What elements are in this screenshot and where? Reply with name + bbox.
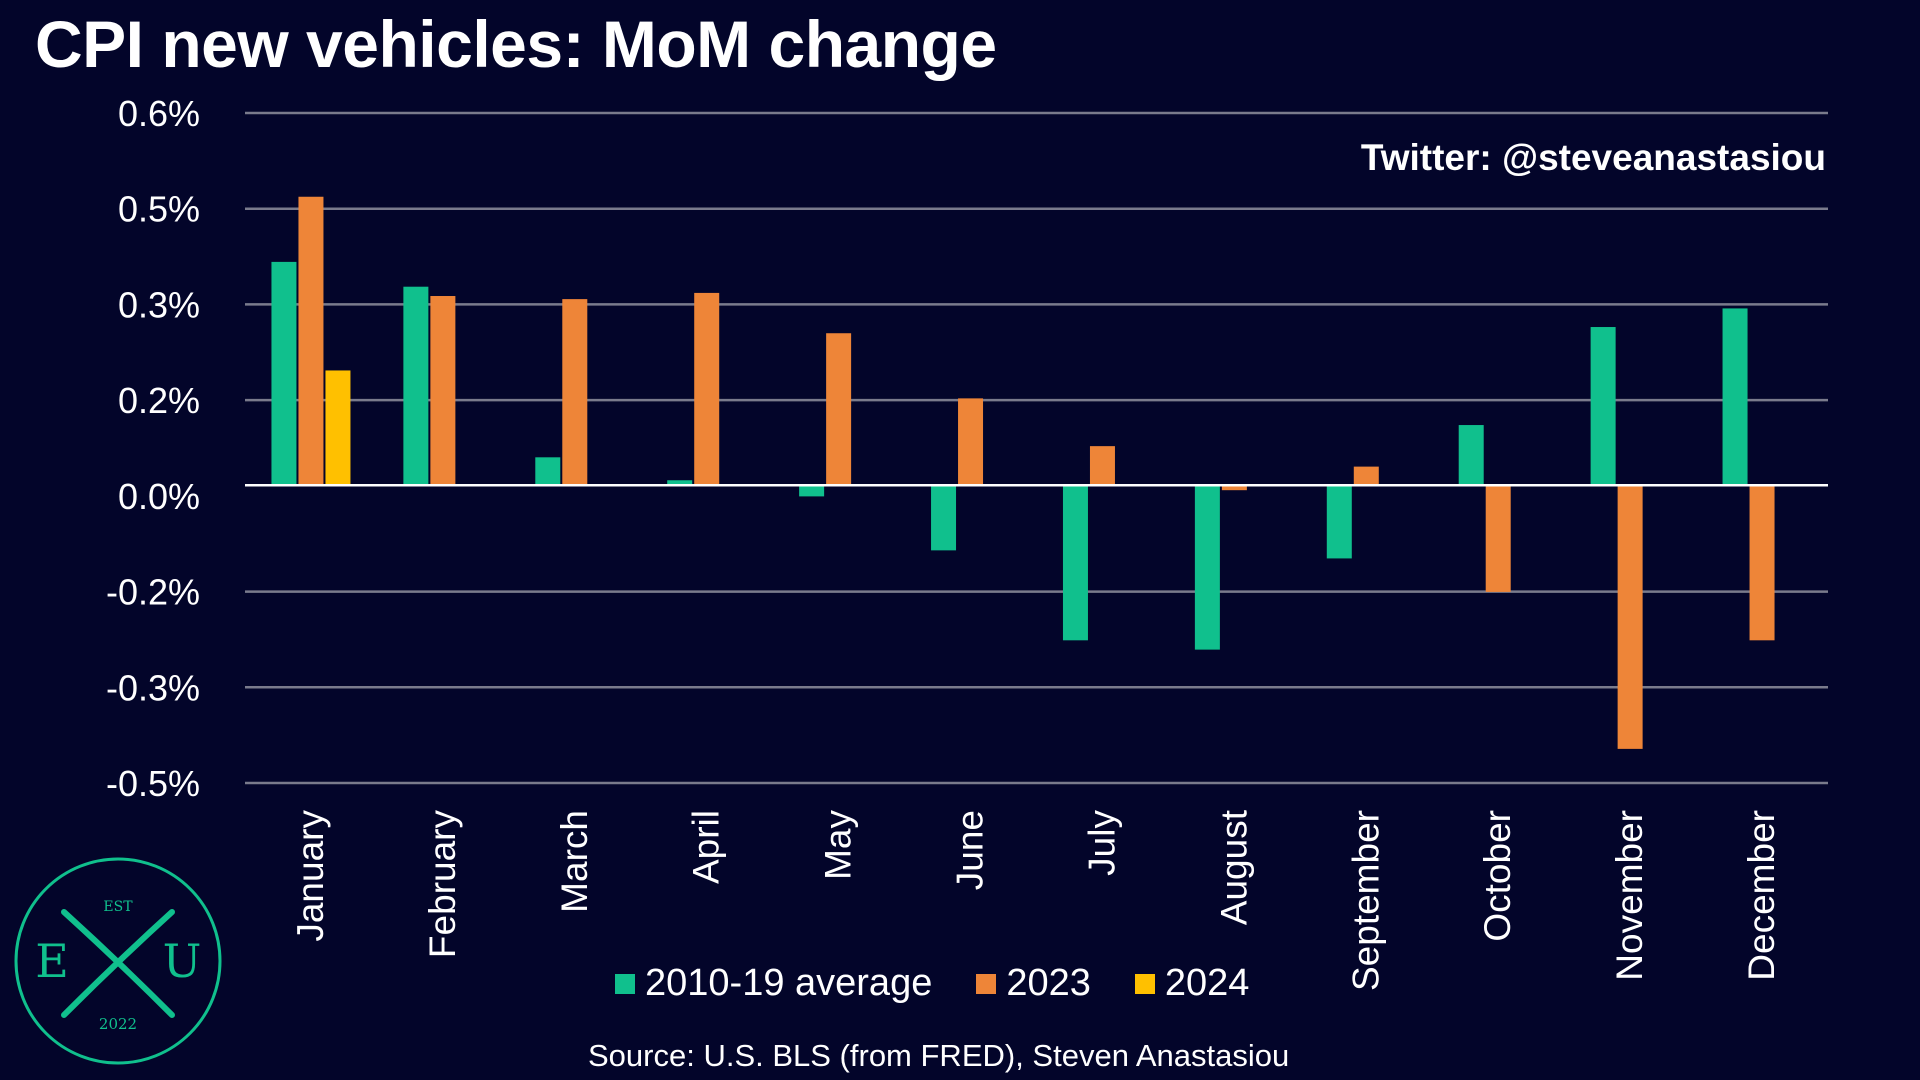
legend-item-2010-19: 2010-19 average	[615, 962, 932, 1005]
y-tick-label: 0.3%	[118, 284, 200, 325]
bar-may-2023	[826, 333, 852, 486]
bar-september-2010-19-average	[1326, 485, 1352, 559]
x-tick-label-december: December	[1741, 810, 1782, 981]
bar-may-2010-19-average	[799, 485, 825, 497]
bar-june-2010-19-average	[931, 485, 957, 551]
chart-legend: 2010-19 average 2023 2024	[615, 962, 1249, 1005]
bar-october-2010-19-average	[1458, 425, 1484, 486]
bar-april-2023	[694, 292, 720, 486]
legend-item-2023: 2023	[976, 962, 1091, 1005]
bar-july-2023	[1089, 446, 1115, 486]
bar-november-2023	[1617, 485, 1643, 749]
x-axis-tick-labels: January February March April May June July Augu…	[290, 809, 1782, 991]
logo-e-letter: E	[35, 934, 69, 988]
x-tick-label-october: October	[1477, 810, 1518, 942]
bar-june-2023	[958, 398, 984, 486]
logo-est-text: EST	[103, 899, 133, 915]
bar-february-2023	[430, 296, 456, 486]
bar-march-2023	[562, 299, 588, 486]
x-tick-label-january: January	[290, 810, 331, 942]
y-tick-label: 0.6%	[118, 93, 200, 134]
twitter-watermark: Twitter: @steveanastasiou	[1361, 137, 1826, 178]
logo-u-letter: U	[163, 934, 202, 988]
bar-december-2010-19-average	[1722, 308, 1748, 486]
legend-label-2023: 2023	[1006, 962, 1091, 1004]
y-tick-label: 0.5%	[118, 189, 200, 230]
x-tick-label-november: November	[1609, 810, 1650, 981]
y-tick-label: 0.2%	[118, 380, 200, 421]
grid-lines	[245, 111, 1828, 785]
legend-swatch-2024	[1134, 973, 1155, 994]
legend-label-2024: 2024	[1164, 962, 1250, 1004]
x-tick-label-april: April	[686, 810, 727, 884]
bar-october-2023	[1485, 485, 1511, 592]
bar-january-2010-19-average	[271, 261, 297, 486]
bar-february-2010-19-average	[403, 286, 429, 486]
y-tick-label: -0.2%	[106, 572, 200, 613]
y-tick-label: -0.5%	[106, 763, 200, 804]
bar-january-2023	[298, 196, 324, 486]
bar-august-2010-19-average	[1194, 485, 1220, 650]
bar-april-2010-19-average	[667, 480, 693, 486]
bars	[271, 196, 1775, 749]
legend-swatch-2010-19	[615, 973, 635, 994]
x-tick-label-august: August	[1213, 809, 1254, 925]
x-tick-label-march: March	[554, 810, 595, 913]
legend-label-2010-19: 2010-19 average	[645, 962, 933, 1004]
bar-september-2023	[1353, 466, 1379, 486]
chart-title: CPI new vehicles: MoM change	[35, 7, 997, 81]
legend-swatch-2023	[976, 973, 997, 994]
y-tick-label: -0.3%	[106, 667, 200, 708]
bar-july-2010-19-average	[1062, 485, 1088, 641]
legend-item-2024: 2024	[1134, 962, 1250, 1005]
x-tick-label-june: June	[950, 810, 991, 890]
bar-december-2023	[1749, 485, 1775, 641]
bar-january-2024	[325, 370, 351, 486]
logo-year-text: 2022	[99, 1015, 137, 1033]
y-axis-tick-labels: 0.6% 0.5% 0.3% 0.2% 0.0% -0.2% -0.3% -0.5%	[106, 93, 200, 804]
bar-march-2010-19-average	[535, 457, 561, 486]
x-tick-label-september: September	[1345, 810, 1386, 991]
bar-august-2023	[1221, 485, 1247, 491]
exu-logo: EST E U 2022	[14, 857, 222, 1065]
y-tick-label: 0.0%	[118, 476, 200, 517]
x-tick-label-may: May	[818, 810, 859, 880]
source-note: Source: U.S. BLS (from FRED), Steven Ana…	[588, 1038, 1290, 1073]
bar-november-2010-19-average	[1590, 327, 1616, 486]
x-tick-label-february: February	[422, 810, 463, 959]
x-tick-label-july: July	[1081, 810, 1122, 876]
